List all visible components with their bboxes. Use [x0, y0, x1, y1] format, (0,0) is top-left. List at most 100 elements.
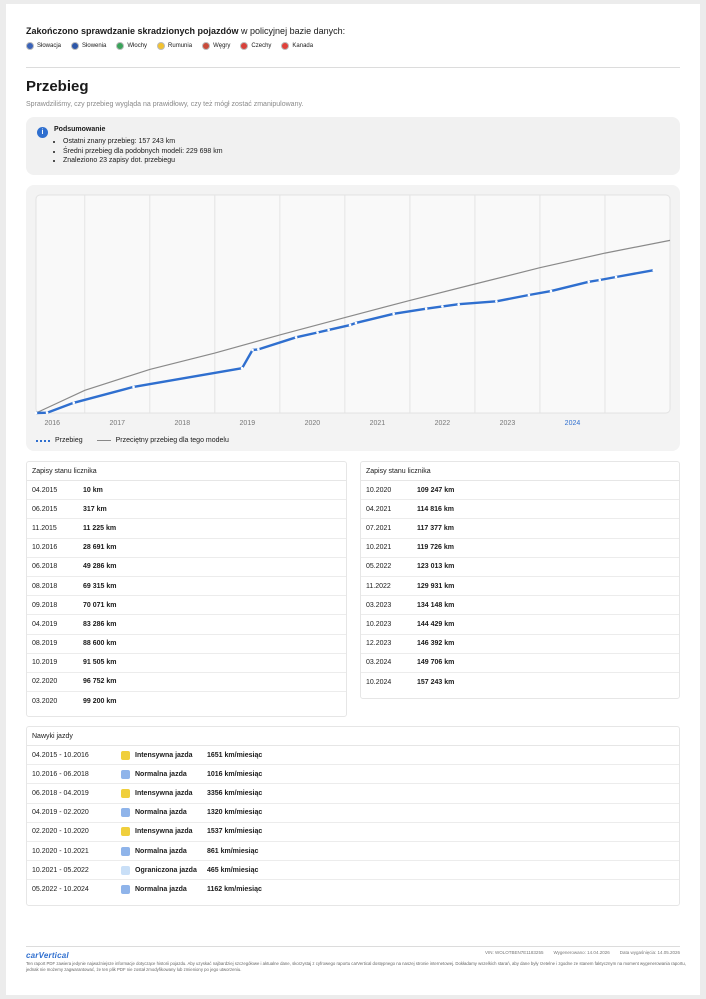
driving-type-label: Intensywna jazda [135, 828, 193, 836]
driving-period: 04.2015 - 10.2016 [32, 751, 89, 759]
legend-swatch-average [96, 440, 111, 441]
x-tick-label: 2018 [175, 420, 191, 427]
record-date: 04.2021 [366, 505, 392, 513]
odometer-right-rows: 10.2020 109 247 km 04.2021 114 816 km 07.202… [361, 481, 679, 692]
data-point [348, 323, 352, 327]
driving-period: 06.2018 - 04.2019 [32, 789, 89, 797]
driving-rate: 3356 km/miesiąc [207, 789, 263, 797]
table-row: 10.2019 91 505 km [27, 654, 346, 673]
table-row: 02.2020 96 752 km [27, 673, 346, 693]
record-mileage: 88 600 km [83, 640, 117, 648]
country-flag-item: Słowacja [26, 42, 61, 50]
record-date: 11.2022 [366, 582, 391, 590]
country-name: Słowacja [37, 43, 62, 49]
table-row: 04.2015 10 km [27, 481, 346, 501]
record-date: 10.2020 [366, 486, 392, 494]
country-flag-item: Węgry [202, 42, 230, 50]
record-mileage: 70 071 km [83, 601, 117, 609]
table-row: 10.2020 109 247 km [361, 481, 679, 501]
driving-type: Intensywna jazda [121, 750, 207, 760]
record-mileage: 157 243 km [417, 678, 455, 686]
driving-type-label: Normalna jazda [135, 886, 187, 894]
driving-period: 05.2022 - 10.2024 [32, 886, 89, 894]
country-name: Węgry [213, 43, 231, 49]
data-point [34, 411, 38, 415]
record-date: 10.2023 [366, 620, 392, 628]
stolen-check-section: Zakończono sprawdzanie skradzionych poja… [26, 26, 686, 50]
driving-type-swatch [121, 808, 130, 818]
driving-habits-rows: 04.2015 - 10.2016 Intensywna jazda 1651 km… [27, 746, 679, 900]
driving-period: 10.2020 - 10.2021 [32, 847, 89, 855]
chart-legend: Przebieg Przeciętny przebieg dla tego mo… [36, 437, 229, 444]
flag-icon [71, 42, 80, 50]
data-point [257, 348, 260, 351]
record-mileage: 146 392 km [417, 640, 455, 648]
record-mileage: 129 931 km [417, 582, 455, 590]
table-row: 10.2023 144 429 km [361, 615, 679, 635]
mileage-chart: 2016 2017 2018 2019 2020 2021 2022 2023 2024 [34, 194, 671, 427]
data-point [327, 328, 330, 332]
country-flag-item: Rumunia [157, 42, 192, 50]
table-row: 04.2019 - 02.2020 Normalna jazda 1320 km/m… [27, 804, 679, 823]
driving-type: Normalna jazda [121, 846, 207, 856]
table-row: 03.2024 149 706 km [361, 654, 679, 673]
driving-period: 04.2019 - 02.2020 [32, 809, 89, 817]
record-mileage: 109 247 km [417, 486, 455, 494]
summary-box: i Podsumowanie Ostatni znany przebieg: 1… [26, 117, 680, 175]
driving-type-label: Intensywna jazda [135, 751, 193, 759]
stolen-check-title-bold: Zakończono sprawdzanie skradzionych poja… [26, 26, 239, 36]
driving-type-swatch [121, 827, 130, 837]
driving-type-label: Intensywna jazda [135, 789, 193, 797]
country-name: Włochy [127, 43, 148, 49]
driving-type-swatch [121, 769, 130, 779]
odometer-records-right: Zapisy stanu licznika 10.2020 109 247 km 0… [360, 461, 680, 699]
x-tick-label: 2021 [370, 420, 386, 427]
driving-rate: 1537 km/miesiąc [207, 828, 263, 836]
table-row: 11.2022 129 931 km [361, 577, 679, 597]
driving-type-swatch [121, 865, 130, 875]
data-point [240, 366, 244, 370]
data-point [354, 321, 358, 325]
table-row: 10.2016 28 691 km [27, 539, 346, 558]
data-point [441, 305, 444, 308]
table-row: 06.2015 317 km [27, 500, 346, 520]
record-mileage: 10 km [83, 486, 103, 494]
data-point [251, 348, 254, 352]
table-row: 05.2022 - 10.2024 Normalna jazda 1162 km/m… [27, 880, 679, 899]
summary-item-last-mileage: Ostatni znany przebieg: 157 243 km [63, 137, 223, 147]
driving-type-swatch [121, 885, 130, 895]
odometer-left-header: Zapisy stanu licznika [27, 462, 346, 481]
data-point [45, 411, 49, 415]
country-flag-item: Kanada [281, 42, 313, 50]
record-date: 04.2015 [32, 486, 58, 494]
record-mileage: 119 726 km [417, 544, 454, 552]
driving-rate: 861 km/miesiąc [207, 847, 259, 855]
data-point [587, 280, 591, 284]
summary-title: Podsumowanie [54, 126, 106, 133]
country-flag-item: Włochy [116, 42, 147, 50]
table-row: 11.2015 11 225 km [27, 519, 346, 539]
country-name: Czechy [251, 43, 272, 49]
driving-type-swatch [121, 846, 130, 856]
driving-rate: 465 km/miesiąc [207, 866, 259, 874]
table-row: 10.2020 - 10.2021 Normalna jazda 861 km/mi… [27, 842, 679, 862]
table-row: 03.2023 134 148 km [361, 596, 679, 616]
odometer-records-left: Zapisy stanu licznika 04.2015 10 km 06.201… [26, 461, 347, 717]
table-row: 10.2024 157 243 km [361, 673, 679, 692]
driving-period: 02.2020 - 10.2020 [32, 828, 89, 836]
data-point [72, 401, 76, 405]
footer-vin: VIN: WOLOTBEN7E1183255 [485, 950, 544, 955]
data-point [652, 268, 656, 272]
record-date: 10.2024 [366, 678, 392, 686]
table-row: 05.2022 123 013 km [361, 558, 679, 577]
data-point [527, 293, 531, 297]
table-row: 06.2018 - 04.2019 Intensywna jazda 3356 km… [27, 784, 679, 804]
record-mileage: 144 429 km [417, 620, 455, 628]
info-icon: i [37, 127, 48, 138]
driving-period: 10.2016 - 06.2018 [32, 770, 89, 778]
data-point [424, 307, 428, 311]
table-row: 12.2023 146 392 km [361, 635, 679, 654]
footer-expiry-date: Data wygaśnięcia: 14.05.2026 [619, 950, 680, 955]
x-tick-label: 2022 [435, 420, 451, 427]
driving-type: Intensywna jazda [121, 788, 207, 798]
